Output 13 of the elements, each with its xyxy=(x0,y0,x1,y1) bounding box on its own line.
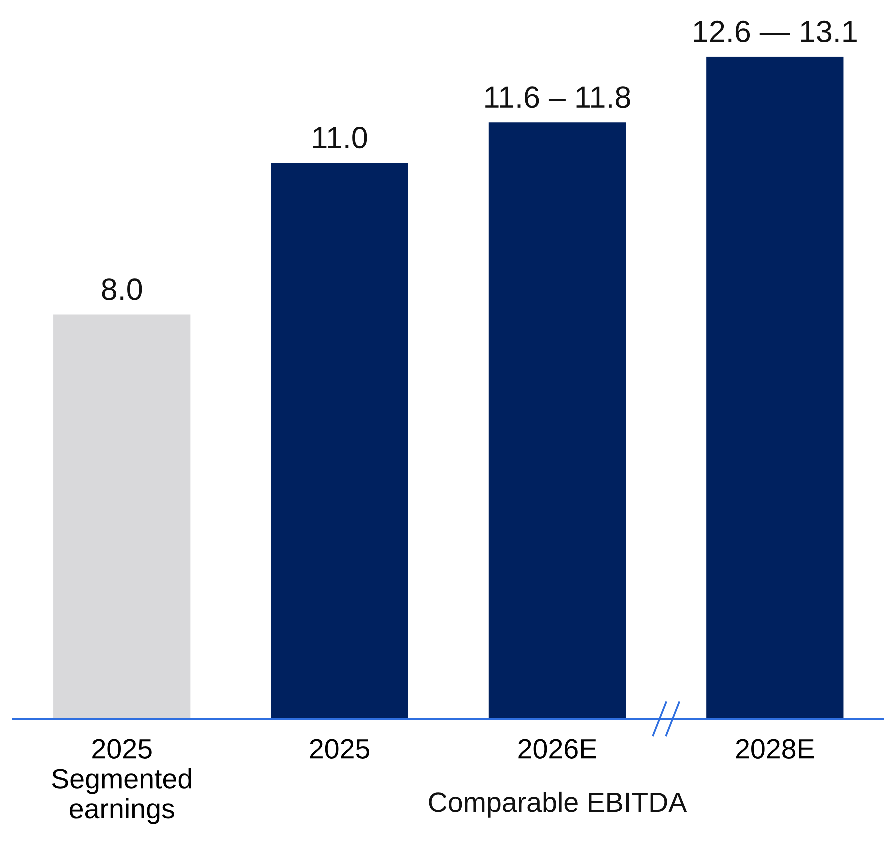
x-tick-label: 2025 Segmented earnings xyxy=(52,739,192,824)
bar xyxy=(706,56,844,720)
x-tick-label: 2026E xyxy=(518,739,596,759)
bar xyxy=(54,314,191,720)
data-label: 11.0 xyxy=(314,127,368,149)
x-tick-label: 2028E xyxy=(736,739,814,759)
data-label: 8.0 xyxy=(102,278,142,300)
bar xyxy=(488,122,626,720)
bar xyxy=(271,163,408,720)
text: Comparable EBITDA xyxy=(429,792,688,818)
x-tick-label: 2025 xyxy=(310,739,370,759)
annotation: 11.6 – 11.8 xyxy=(486,86,630,108)
annotation: 12.6 — 13.1 xyxy=(694,20,857,43)
